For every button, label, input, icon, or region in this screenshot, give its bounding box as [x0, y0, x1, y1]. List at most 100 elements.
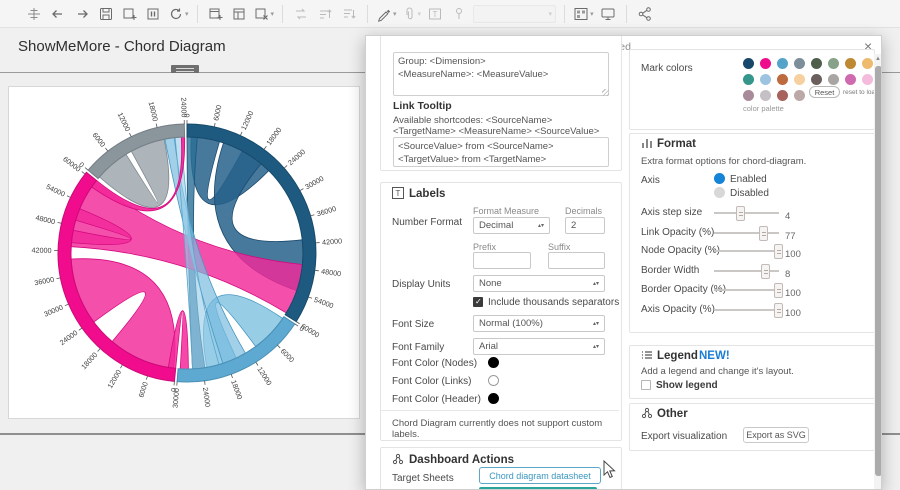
font-family-select[interactable]: Arial ▴▾ — [473, 338, 605, 355]
palette-color-swatch[interactable] — [777, 74, 788, 85]
new-worksheet-icon[interactable] — [206, 3, 226, 25]
tableau-logo-icon[interactable] — [24, 3, 44, 25]
axis-radio-enabled[interactable] — [714, 173, 725, 184]
font-color-label: Font Color (Nodes) — [392, 358, 478, 369]
palette-color-swatch[interactable] — [743, 74, 754, 85]
axis-tick-label: 24000 — [201, 387, 213, 408]
dropdown-caret-icon[interactable]: ▾ — [270, 10, 275, 18]
palette-color-swatch[interactable] — [862, 74, 873, 85]
font-color-swatch[interactable] — [488, 375, 499, 386]
axis-tick-label: 24000 — [286, 147, 307, 167]
palette-color-swatch[interactable] — [743, 90, 754, 101]
link-tooltip-textarea[interactable]: <SourceValue> from <SourceName> <TargetV… — [393, 137, 609, 167]
chord-node-arc-C[interactable] — [57, 171, 177, 382]
sort-descending-icon — [339, 3, 359, 25]
format-description: Extra format options for chord-diagram. — [641, 156, 807, 167]
show-legend-checkbox[interactable] — [641, 380, 651, 390]
chord-node-arc-D[interactable] — [87, 123, 186, 180]
slider-track[interactable] — [714, 270, 779, 272]
resize-handle-icon[interactable] — [602, 89, 609, 96]
slider-thumb[interactable] — [774, 283, 783, 298]
palette-color-swatch[interactable] — [760, 90, 771, 101]
axis-tick — [78, 327, 83, 331]
palette-color-swatch[interactable] — [794, 90, 805, 101]
suffix-input[interactable] — [548, 252, 605, 269]
redo-icon[interactable] — [72, 3, 92, 25]
palette-color-swatch[interactable] — [811, 58, 822, 69]
slider-label: Axis Opacity (%) — [641, 304, 715, 315]
dropdown-caret-icon[interactable]: ▾ — [590, 10, 594, 18]
labels-icon: T — [392, 187, 404, 199]
palette-color-swatch[interactable] — [845, 58, 856, 69]
swap-rows-columns-icon — [291, 3, 311, 25]
palette-color-swatch[interactable] — [777, 90, 788, 101]
fit-select: ▾ — [473, 3, 557, 25]
palette-color-swatch[interactable] — [828, 58, 839, 69]
font-size-select[interactable]: Normal (100%) ▴▾ — [473, 315, 605, 332]
toolbar-separator — [282, 4, 284, 23]
palette-color-swatch[interactable] — [811, 74, 822, 85]
zone-grip-handle[interactable] — [171, 65, 199, 74]
highlight-icon[interactable]: ▾ — [376, 3, 397, 25]
chord-node-arc-B[interactable] — [176, 316, 296, 383]
duplicate-sheet-icon[interactable] — [230, 3, 250, 25]
palette-color-swatch[interactable] — [760, 74, 771, 85]
palette-color-swatch[interactable] — [828, 74, 839, 85]
axis-tick — [230, 374, 233, 379]
share-icon[interactable] — [635, 3, 655, 25]
chord-diagram[interactable]: 0 6000 12000180002400030000360004200048000… — [9, 87, 359, 418]
font-size-label: Font Size — [392, 319, 435, 330]
pause-updates-icon[interactable] — [144, 3, 164, 25]
extension-dialog: Extension: AppsforTableau Show Me More -… — [365, 35, 882, 490]
export-svg-button[interactable]: Export as SVG — [743, 427, 809, 443]
slider-thumb[interactable] — [774, 244, 783, 259]
slider-track[interactable] — [714, 232, 779, 234]
reset-button[interactable]: Reset — [809, 86, 840, 98]
close-icon[interactable]: × — [864, 38, 873, 54]
decimals-input[interactable] — [565, 217, 605, 234]
thousands-checkbox[interactable] — [473, 297, 483, 307]
slider-thumb[interactable] — [761, 264, 770, 279]
add-data-icon[interactable] — [120, 3, 140, 25]
palette-color-swatch[interactable] — [794, 58, 805, 69]
palette-color-swatch[interactable] — [862, 58, 873, 69]
presentation-mode-icon[interactable] — [598, 3, 618, 25]
undo-icon[interactable] — [48, 3, 68, 25]
palette-color-swatch[interactable] — [794, 74, 805, 85]
palette-color-swatch[interactable] — [845, 74, 856, 85]
target-sheet-button[interactable]: Chord diagram datasheet — [479, 467, 601, 484]
scrollbar-up-icon[interactable]: ▲ — [875, 56, 881, 62]
slider-track[interactable] — [714, 212, 779, 214]
target-sheet-active-bar[interactable] — [479, 487, 597, 489]
slider-track[interactable] — [714, 289, 779, 291]
font-color-swatch[interactable] — [488, 357, 499, 368]
dialog-scrollbar[interactable] — [874, 54, 881, 489]
palette-color-swatch[interactable] — [777, 58, 788, 69]
palette-color-swatch[interactable] — [760, 58, 771, 69]
show-me-icon[interactable]: ▾ — [573, 3, 594, 25]
dropdown-caret-icon[interactable]: ▾ — [393, 10, 397, 18]
slider-thumb[interactable] — [736, 206, 745, 221]
axis-tick — [263, 146, 267, 150]
dropdown-caret-icon[interactable]: ▾ — [185, 10, 189, 18]
display-units-select[interactable]: None ▴▾ — [473, 275, 605, 292]
slider-track[interactable] — [714, 309, 779, 311]
group-tooltip-textarea[interactable]: Group: <Dimension> <MeasureName>: <Measu… — [393, 52, 609, 96]
palette-color-swatch[interactable] — [743, 58, 754, 69]
clear-sheet-icon[interactable]: ▾ — [254, 3, 275, 25]
toolbar-separator — [625, 4, 627, 23]
save-icon[interactable] — [96, 3, 116, 25]
axis-tick — [64, 303, 69, 307]
scrollbar-thumb[interactable] — [874, 66, 881, 476]
format-measure-select[interactable]: Decimal ▴▾ — [473, 217, 550, 234]
slider-track[interactable] — [714, 250, 779, 252]
chord-node-arc-A[interactable] — [186, 123, 317, 323]
prefix-input[interactable] — [473, 252, 531, 269]
refresh-icon[interactable]: ▾ — [168, 3, 189, 25]
dropdown-caret-icon[interactable]: ▾ — [417, 10, 422, 18]
font-color-swatch[interactable] — [488, 393, 499, 404]
axis-radio-disabled[interactable] — [714, 187, 725, 198]
select-arrows-icon: ▴▾ — [592, 343, 599, 350]
slider-thumb[interactable] — [774, 303, 783, 318]
slider-thumb[interactable] — [759, 226, 768, 241]
